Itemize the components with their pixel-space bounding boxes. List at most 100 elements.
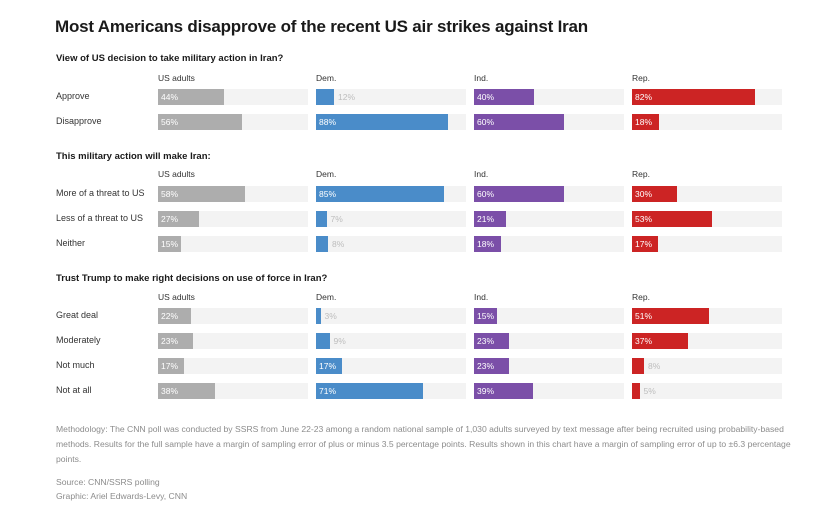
row-label-disapprove: Disapprove <box>56 116 102 126</box>
value-label-ind-approve: 40% <box>477 92 495 102</box>
bar-track: 23% <box>474 333 624 349</box>
value-label-ind-not-at-all: 39% <box>477 386 495 396</box>
value-label-dem-approve: 12% <box>338 92 356 102</box>
value-label-rep-more-of-a-threat-to-us: 30% <box>635 189 653 199</box>
bar-track: 8% <box>632 358 782 374</box>
group-header-rep: Rep. <box>632 292 650 302</box>
value-label-ind-more-of-a-threat-to-us: 60% <box>477 189 495 199</box>
value-label-dem-neither: 8% <box>332 239 345 249</box>
bar-track: 9% <box>316 333 466 349</box>
methodology-note: Methodology: The CNN poll was conducted … <box>56 424 791 464</box>
bar-dem-approve <box>316 89 334 105</box>
group-header-dem: Dem. <box>316 73 337 83</box>
bar-rep-moderately <box>632 333 688 349</box>
value-label-us-adults-moderately: 23% <box>161 336 179 346</box>
row-label-not-much: Not much <box>56 360 95 370</box>
bar-ind-less-of-a-threat-to-us <box>474 211 506 227</box>
bar-track: 22% <box>158 308 308 324</box>
bar-track: 58% <box>158 186 308 202</box>
bar-dem-great-deal <box>316 308 321 324</box>
bar-track: 71% <box>316 383 466 399</box>
value-label-dem-moderately: 9% <box>333 336 346 346</box>
row-label-approve: Approve <box>56 91 90 101</box>
bar-track: 12% <box>316 89 466 105</box>
row-label-great-deal: Great deal <box>56 310 99 320</box>
bar-track: 8% <box>316 236 466 252</box>
bar-track: 15% <box>158 236 308 252</box>
value-label-us-adults-neither: 15% <box>161 239 179 249</box>
value-label-rep-neither: 17% <box>635 239 653 249</box>
value-label-ind-moderately: 23% <box>477 336 495 346</box>
bar-track: 30% <box>632 186 782 202</box>
value-label-us-adults-approve: 44% <box>161 92 179 102</box>
bar-rep-more-of-a-threat-to-us <box>632 186 677 202</box>
bar-track: 17% <box>158 358 308 374</box>
bar-us-adults-neither <box>158 236 181 252</box>
bar-track: 56% <box>158 114 308 130</box>
bar-track: 53% <box>632 211 782 227</box>
value-label-rep-moderately: 37% <box>635 336 653 346</box>
bar-dem-disapprove <box>316 114 448 130</box>
bar-dem-not-at-all <box>316 383 423 399</box>
bar-track: 88% <box>316 114 466 130</box>
value-label-rep-approve: 82% <box>635 92 653 102</box>
bar-track: 60% <box>474 114 624 130</box>
group-header-ind: Ind. <box>474 292 489 302</box>
group-header-us-adults: US adults <box>158 292 195 302</box>
bar-track: 85% <box>316 186 466 202</box>
group-header-ind: Ind. <box>474 169 489 179</box>
bar-track: 7% <box>316 211 466 227</box>
bar-track: 51% <box>632 308 782 324</box>
bar-dem-less-of-a-threat-to-us <box>316 211 327 227</box>
bar-track: 37% <box>632 333 782 349</box>
value-label-ind-disapprove: 60% <box>477 117 495 127</box>
bar-track: 15% <box>474 308 624 324</box>
bar-dem-more-of-a-threat-to-us <box>316 186 444 202</box>
value-label-rep-not-at-all: 5% <box>643 386 656 396</box>
bar-ind-disapprove <box>474 114 564 130</box>
bar-track: 17% <box>316 358 466 374</box>
bar-us-adults-moderately <box>158 333 193 349</box>
group-header-dem: Dem. <box>316 169 337 179</box>
bar-us-adults-disapprove <box>158 114 242 130</box>
bar-ind-neither <box>474 236 501 252</box>
bar-us-adults-not-at-all <box>158 383 215 399</box>
bar-track: 17% <box>632 236 782 252</box>
bar-us-adults-more-of-a-threat-to-us <box>158 186 245 202</box>
value-label-us-adults-great-deal: 22% <box>161 311 179 321</box>
row-label-neither: Neither <box>56 238 86 248</box>
bar-ind-more-of-a-threat-to-us <box>474 186 564 202</box>
value-label-rep-not-much: 8% <box>648 361 661 371</box>
bar-ind-not-much <box>474 358 509 374</box>
row-label-less-of-a-threat-to-us: Less of a threat to US <box>56 213 144 223</box>
value-label-ind-less-of-a-threat-to-us: 21% <box>477 214 495 224</box>
bar-us-adults-approve <box>158 89 224 105</box>
bar-rep-less-of-a-threat-to-us <box>632 211 712 227</box>
bar-track: 23% <box>474 358 624 374</box>
row-label-not-at-all: Not at all <box>56 385 92 395</box>
chart-title: Most Americans disapprove of the recent … <box>55 17 588 36</box>
value-label-dem-not-much: 17% <box>319 361 337 371</box>
bar-track: 21% <box>474 211 624 227</box>
bar-ind-great-deal <box>474 308 497 324</box>
bar-track: 23% <box>158 333 308 349</box>
bar-ind-moderately <box>474 333 509 349</box>
value-label-us-adults-less-of-a-threat-to-us: 27% <box>161 214 179 224</box>
bar-track: 39% <box>474 383 624 399</box>
value-label-ind-neither: 18% <box>477 239 495 249</box>
value-label-dem-more-of-a-threat-to-us: 85% <box>319 189 337 199</box>
bar-us-adults-great-deal <box>158 308 191 324</box>
bar-ind-not-at-all <box>474 383 533 399</box>
value-label-rep-less-of-a-threat-to-us: 53% <box>635 214 653 224</box>
value-label-ind-great-deal: 15% <box>477 311 495 321</box>
group-header-us-adults: US adults <box>158 169 195 179</box>
question-title-3: Trust Trump to make right decisions on u… <box>56 273 328 284</box>
value-label-dem-not-at-all: 71% <box>319 386 337 396</box>
bar-track: 18% <box>474 236 624 252</box>
value-label-us-adults-disapprove: 56% <box>161 117 179 127</box>
bar-track: 18% <box>632 114 782 130</box>
value-label-us-adults-not-much: 17% <box>161 361 179 371</box>
bar-rep-not-at-all <box>632 383 640 399</box>
value-label-us-adults-not-at-all: 38% <box>161 386 179 396</box>
question-title-2: This military action will make Iran: <box>56 151 211 162</box>
